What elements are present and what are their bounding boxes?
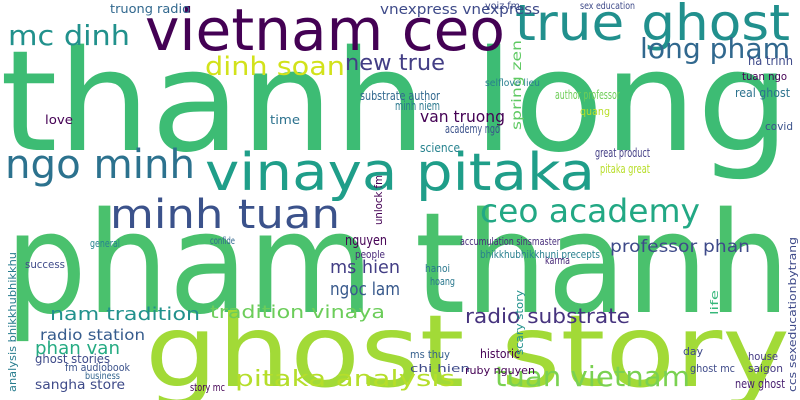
word: ms thuy (410, 348, 450, 361)
word: vnexpress vnexpress (380, 2, 540, 18)
word: ghost story (145, 293, 790, 400)
word: real ghost (735, 86, 790, 100)
word: business (85, 371, 120, 382)
word: general (90, 237, 120, 250)
word: new true (345, 51, 445, 76)
word: tuan vietnam (495, 360, 690, 393)
word: karma (545, 254, 570, 267)
word: voiz fm (485, 1, 520, 12)
word: pitaka analysis (235, 367, 455, 392)
word: spring zen (510, 40, 525, 130)
word: ccs sexeducationbytrang (786, 237, 799, 392)
word: thanh long (0, 21, 790, 184)
word: nam tradition (50, 304, 200, 325)
word: ghost stories (35, 352, 110, 366)
word: minh niem (395, 99, 440, 113)
word: truong radio (110, 2, 190, 16)
word: author professor (555, 88, 620, 102)
word: academy ngo (445, 122, 500, 136)
word: ngoc lam (330, 279, 400, 300)
word: analysis bhikkhubhikkhu (6, 252, 19, 392)
word: vietnam ceo (145, 0, 505, 64)
word: substrate author (360, 89, 440, 103)
word: dinh soan (205, 52, 345, 82)
word: tradition vinaya (210, 302, 385, 323)
word: love (45, 113, 73, 127)
word: quang (580, 105, 610, 118)
word: life (708, 290, 721, 315)
word: ms hien (330, 257, 400, 278)
word: ruby nguyen (465, 364, 535, 377)
word: new ghost (735, 377, 785, 391)
word: time (270, 113, 300, 127)
word: ngo minh (5, 142, 195, 188)
word: phan van (35, 338, 120, 359)
word: bhikkhubhikkhuni precepts (480, 248, 600, 261)
word: confide (210, 236, 235, 247)
word: true ghost (515, 0, 790, 52)
word: selflove lieu (485, 78, 540, 89)
word: ceo academy (480, 192, 700, 230)
word: saigon (748, 362, 783, 375)
word: ha trinh (748, 54, 793, 68)
word: sangha store (35, 378, 125, 393)
word: fm audiobook (65, 361, 131, 374)
word: great product (595, 146, 650, 160)
word: accumulation sinsmaster (460, 235, 560, 248)
word: unlock fm (372, 175, 385, 225)
word: van truong (420, 107, 505, 126)
word: hoang (430, 275, 455, 288)
word: radio station (40, 326, 145, 344)
word: chi hien (410, 362, 470, 375)
word: hanoi (425, 262, 450, 275)
word: house (748, 350, 778, 363)
word: science (420, 141, 460, 155)
word: story mc (190, 381, 225, 394)
word: professor phan (610, 237, 750, 257)
word: day (683, 345, 703, 358)
word: covid (765, 120, 793, 133)
word: nguyen (345, 233, 387, 249)
word: minh tuan (110, 192, 340, 238)
word: pham thanh (5, 183, 790, 346)
word: pitaka great (600, 162, 650, 176)
word: tuan ngo (742, 70, 787, 83)
word: long pham (640, 32, 790, 65)
word: radio substrate (465, 304, 630, 328)
word: historic (480, 347, 520, 361)
word: sex education (580, 1, 635, 12)
word: success (25, 258, 65, 271)
word: people (355, 248, 385, 261)
word: ghost mc (690, 362, 735, 375)
word: vinaya pitaka (205, 143, 595, 203)
word: scary story (513, 289, 526, 355)
word: mc dinh (8, 19, 130, 52)
